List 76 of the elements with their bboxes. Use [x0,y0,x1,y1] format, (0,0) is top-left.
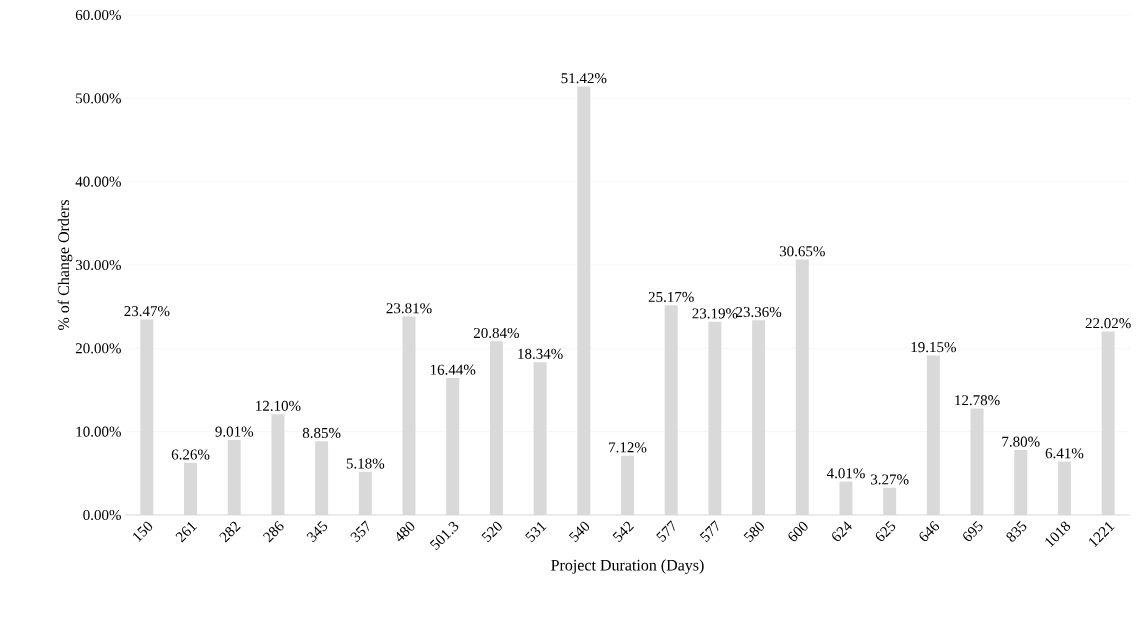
data-label: 23.47% [124,306,170,317]
x-tick-label: 150 [133,521,153,543]
x-tick-label: 286 [263,520,284,543]
x-tick-label: 577 [656,520,675,543]
bar [883,487,897,515]
data-label: 20.84% [473,327,520,339]
x-tick-label: 531 [525,522,547,543]
bar [577,86,591,515]
data-label: 23.36% [736,306,782,318]
bar [271,414,285,515]
data-label: 3.27% [871,474,909,485]
x-tick-label: 646 [919,520,940,542]
y-tick-label: 60.00% [75,9,121,21]
data-label: 6.26% [171,449,210,460]
x-tick-label: 577 [699,520,719,543]
x-tick-label: 357 [350,520,369,543]
bar [1057,461,1071,515]
data-label: 7.12% [609,442,647,453]
bar [926,355,940,515]
y-tick-label: 50.00% [76,93,121,104]
y-tick-label: 30.00% [75,259,121,271]
y-tick-label: 0.00% [83,509,121,521]
x-tick-label: 625 [875,521,896,542]
data-label: 16.44% [430,364,476,375]
x-tick-label: 520 [481,521,502,543]
data-label: 30.65% [779,246,825,257]
bar [358,471,372,515]
data-label: 8.85% [302,427,341,439]
x-tick-label: 695 [963,521,983,542]
bar [839,481,853,515]
data-label: 19.15% [911,342,956,353]
data-label: 18.34% [518,348,563,359]
bar [752,320,766,515]
data-label: 23.81% [386,303,432,314]
x-axis-title: Project Duration (Days) [551,559,704,574]
data-label: 12.10% [256,400,301,411]
y-tick-label: 40.00% [75,176,121,187]
x-tick-label: 624 [832,521,852,542]
x-tick-label: 835 [1006,521,1027,542]
bar [315,441,329,515]
x-tick-label: 345 [306,521,328,543]
data-label: 22.02% [1085,318,1131,329]
data-label: 6.41% [1045,448,1084,459]
bar [402,316,416,515]
bar [227,439,241,515]
bar [489,341,503,515]
bar [184,462,198,515]
data-label: 7.80% [1002,436,1040,447]
y-tick-label: 20.00% [75,343,121,354]
data-label: 4.01% [826,468,865,479]
data-label: 5.18% [346,458,385,469]
x-tick-label: 580 [743,521,764,543]
x-tick-label: 542 [612,521,634,543]
x-tick-label: 282 [219,521,241,543]
x-tick-label: 1221 [1089,522,1115,548]
bar [708,321,722,515]
bar [446,378,460,515]
bar [533,362,547,515]
y-tick-label: 10.00% [76,426,121,437]
x-tick-label: 261 [175,522,197,543]
bar [621,455,634,515]
data-label: 51.42% [561,73,607,84]
bar [1014,450,1028,515]
bar [140,319,154,515]
data-label: 12.78% [955,395,1000,406]
bar [795,259,809,515]
data-label: 25.17% [648,291,694,303]
x-tick-label: 480 [396,521,415,542]
bar [664,305,678,515]
bar [1101,331,1115,515]
x-tick-label: 600 [788,521,808,542]
data-label: 23.19% [692,308,738,319]
y-axis-title: % of Change Orders [57,200,73,330]
bar [970,408,984,515]
data-label: 9.01% [215,426,254,437]
x-tick-label: 540 [568,521,590,543]
